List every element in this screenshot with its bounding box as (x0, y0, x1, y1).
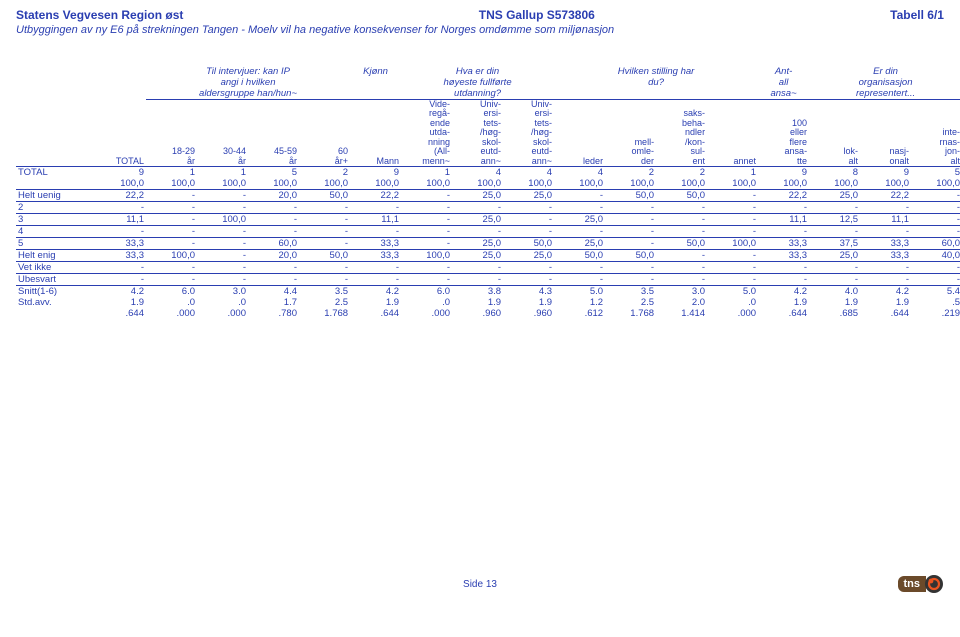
col-leder: leder (554, 100, 605, 167)
row-snitt: Snitt(1-6)4.26.03.04.43.54.26.03.84.35.0… (16, 286, 960, 298)
col-nasj: nasj-onalt (860, 100, 911, 167)
row-std: Std.avv.1.9.0.01.72.51.9.01.91.91.22.52.… (16, 297, 960, 308)
tns-logo: tns (898, 574, 945, 594)
col-age1: 18-29år (146, 100, 197, 167)
col-total: TOTAL (94, 100, 146, 167)
table-row: Ubesvart----------------- (16, 274, 960, 286)
col-100: 100ellerflereansa-tte (758, 100, 809, 167)
table-row: 533,3--60,0-33,3-25,050,025,0-50,0100,03… (16, 238, 960, 250)
table-row: 4----------------- (16, 226, 960, 238)
header-center: TNS Gallup S573806 (479, 8, 595, 22)
group-gender: Kjønn (350, 66, 401, 100)
col-edu3: Univ-ersi-tets-/høg-skol-eutd-ann~ (503, 100, 554, 167)
table-row: 100,0100,0100,0100,0100,0100,0100,0100,0… (16, 178, 960, 190)
col-annet: annet (707, 100, 758, 167)
table-row: Helt uenig22,2--20,050,022,2-25,025,0-50… (16, 190, 960, 202)
table-row: Vet ikke----------------- (16, 262, 960, 274)
table-row: 311,1-100,0--11,1-25,0-25,0---11,112,511… (16, 214, 960, 226)
col-age4: 60år+ (299, 100, 350, 167)
table-row: Helt enig33,3100,0-20,050,033,3100,025,0… (16, 250, 960, 262)
col-age3: 45-59år (248, 100, 299, 167)
group-position: Hvilken stilling hardu? (554, 66, 758, 100)
page-number: Side 13 (463, 579, 497, 590)
col-age2: 30-44år (197, 100, 248, 167)
group-employees: Ant-allansa~ (758, 66, 809, 100)
col-saks: saks-beha-ndler/kon-sul-ent (656, 100, 707, 167)
row-third: .644.000.000.7801.768.644.000.960.960.61… (16, 308, 960, 319)
col-mellom: mell-omle-der (605, 100, 656, 167)
table-row: 2----------------- (16, 202, 960, 214)
col-lokalt: lok-alt (809, 100, 860, 167)
group-age: Til intervjuer: kan IPangi i hvilkenalde… (146, 66, 350, 100)
header-left: Statens Vegvesen Region øst (16, 8, 183, 22)
table-row: TOTAL91152914442219895 (16, 167, 960, 179)
group-education: Hva er dinhøyeste fullførteutdanning? (401, 66, 554, 100)
col-int: inte-rnas-jon-alt (911, 100, 960, 167)
col-edu1: Vide-regå-endeutda-nning(All-menn~ (401, 100, 452, 167)
group-org: Er dinorganisasjonrepresentert... (809, 66, 960, 100)
header-sub: Utbyggingen av ny E6 på strekningen Tang… (16, 24, 944, 36)
col-edu2: Univ-ersi-tets-/høg-skol-eutd-ann~ (452, 100, 503, 167)
col-mann: Mann (350, 100, 401, 167)
header-right: Tabell 6/1 (890, 8, 944, 22)
crosstab-table: Til intervjuer: kan IPangi i hvilkenalde… (16, 66, 960, 319)
